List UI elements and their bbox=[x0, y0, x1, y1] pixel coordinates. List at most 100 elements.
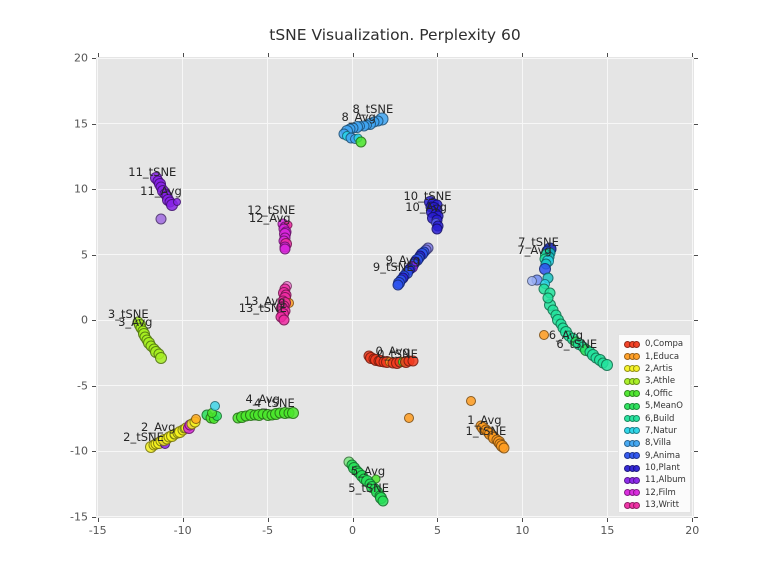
legend-entry: 12,Film bbox=[623, 487, 686, 499]
cluster-annotation: 6_tSNE bbox=[556, 336, 598, 351]
cluster-annotation: 13_tSNE bbox=[238, 300, 287, 315]
legend-entry: 0,Compa bbox=[623, 338, 686, 350]
cluster-annotation: 2_tSNE bbox=[123, 429, 164, 444]
legend-entry: 8,Villa bbox=[623, 437, 686, 449]
legend-entry-label: 5,MeanO bbox=[645, 401, 683, 412]
cluster-annotation: 3_Avg bbox=[118, 314, 153, 329]
x-tick-label: -10 bbox=[173, 524, 192, 537]
legend-marker-dot bbox=[633, 390, 640, 398]
legend-entry: 1,Educa bbox=[623, 350, 686, 362]
x-axis-tick bbox=[607, 518, 609, 522]
x-axis-tick-top bbox=[352, 53, 354, 57]
cluster-annotation: 1_Avg bbox=[467, 412, 502, 427]
cluster-annotation: 13_Avg bbox=[243, 293, 286, 308]
cluster-annotation: 0_tSNE bbox=[377, 347, 418, 362]
plot-area: 8_tSNE 8_Avg 11_tSNE 11_Avg 12_tSNE 12_Avg 10_… bbox=[96, 57, 694, 518]
gridline-horizontal bbox=[96, 385, 694, 387]
legend-marker-dot bbox=[633, 476, 640, 484]
scatter-point bbox=[278, 314, 290, 326]
scatter-point bbox=[287, 406, 300, 419]
cluster-annotation: 5_Avg bbox=[350, 463, 386, 478]
x-axis-tick-top bbox=[522, 53, 524, 57]
legend-entry: 11,Album bbox=[623, 474, 686, 486]
x-axis-tick bbox=[522, 518, 524, 522]
x-tick-label: 15 bbox=[600, 524, 615, 537]
x-axis-tick-top bbox=[182, 53, 184, 57]
gridline-horizontal bbox=[96, 57, 694, 59]
x-axis-tick bbox=[352, 518, 354, 522]
y-axis-tick bbox=[92, 189, 96, 191]
legend-marker-icon bbox=[623, 476, 641, 484]
scatter-point bbox=[279, 243, 291, 255]
y-axis-tick bbox=[92, 516, 96, 518]
x-tick-label: 10 bbox=[515, 524, 530, 537]
scatter-point bbox=[538, 329, 549, 340]
legend-marker-dot bbox=[633, 464, 640, 472]
gridline-horizontal bbox=[96, 450, 694, 452]
legend-entry-label: 0,Compa bbox=[645, 339, 684, 350]
legend-entry-label: 3,Athle bbox=[645, 376, 676, 387]
legend-marker-dot bbox=[633, 377, 640, 385]
scatter-point bbox=[407, 355, 419, 367]
cluster-annotation: 1_tSNE bbox=[465, 423, 507, 438]
y-tick-label: 0 bbox=[81, 313, 88, 327]
legend-marker-icon bbox=[623, 439, 641, 447]
legend-entry-label: 11,Album bbox=[645, 475, 686, 486]
gridline-vertical bbox=[267, 57, 269, 518]
scatter-point bbox=[172, 197, 181, 206]
chart-title: tSNE Visualization. Perplexity 60 bbox=[269, 26, 521, 44]
legend-entry-label: 13,Writt bbox=[645, 500, 680, 511]
cluster-annotation: 7_Avg bbox=[517, 242, 552, 257]
legend-entry: 3,Athle bbox=[623, 375, 686, 387]
x-axis-tick bbox=[267, 518, 269, 522]
x-tick-label: 0 bbox=[349, 524, 357, 537]
y-axis-tick-right bbox=[694, 516, 698, 518]
x-tick-label: 5 bbox=[433, 524, 441, 537]
y-tick-label: 5 bbox=[81, 248, 88, 262]
legend-entry-label: 12,Film bbox=[645, 487, 676, 498]
legend-marker-icon bbox=[623, 415, 641, 423]
scatter-point bbox=[403, 413, 414, 424]
x-axis-tick-top bbox=[437, 53, 439, 57]
legend-marker-icon bbox=[623, 377, 641, 385]
y-axis-tick bbox=[92, 320, 96, 322]
legend: 0,Compa 1,Educa 2,Artis 3,Athle 4,Offic 5,Mea… bbox=[618, 334, 691, 513]
y-tick-label: -5 bbox=[77, 379, 88, 393]
cluster-annotation: 4_Avg bbox=[245, 392, 280, 407]
legend-marker-dot bbox=[633, 415, 640, 423]
legend-marker-icon bbox=[623, 501, 641, 509]
cluster-annotation: 5_tSNE bbox=[348, 480, 390, 495]
cluster-annotation: 9_Avg bbox=[385, 252, 421, 267]
y-axis-tick-right bbox=[694, 123, 698, 125]
legend-entry: 7,Natur bbox=[623, 425, 686, 437]
legend-entry: 9,Anima bbox=[623, 450, 686, 462]
gridline-vertical bbox=[691, 57, 693, 518]
legend-marker-dot bbox=[633, 489, 640, 497]
legend-marker-icon bbox=[623, 353, 641, 361]
scatter-point bbox=[600, 359, 613, 372]
legend-entry: 6,Build bbox=[623, 412, 686, 424]
legend-entry-label: 4,Offic bbox=[645, 388, 673, 399]
legend-marker-dot bbox=[633, 439, 640, 447]
y-axis-tick-right bbox=[694, 189, 698, 191]
x-axis-tick-top bbox=[97, 53, 99, 57]
x-tick-label: -5 bbox=[262, 524, 274, 537]
scatter-point bbox=[155, 351, 168, 364]
y-tick-label: 20 bbox=[74, 51, 88, 65]
y-axis-tick-right bbox=[694, 58, 698, 60]
legend-marker-icon bbox=[623, 464, 641, 472]
cluster-annotation: 12_tSNE bbox=[247, 203, 296, 218]
scatter-point bbox=[526, 275, 537, 286]
y-tick-label: 15 bbox=[74, 117, 88, 131]
x-axis-tick-top bbox=[607, 53, 609, 57]
legend-entry-label: 10,Plant bbox=[645, 463, 680, 474]
x-axis-tick bbox=[182, 518, 184, 522]
legend-marker-icon bbox=[623, 390, 641, 398]
legend-marker-dot bbox=[633, 427, 640, 435]
cluster-annotation: 10_tSNE bbox=[403, 188, 452, 203]
x-axis-tick-top bbox=[692, 53, 694, 57]
legend-entry-label: 7,Natur bbox=[645, 425, 677, 436]
y-axis-tick bbox=[92, 123, 96, 125]
cluster-annotation: 0_Avg bbox=[375, 344, 410, 359]
scatter-point bbox=[209, 401, 220, 412]
